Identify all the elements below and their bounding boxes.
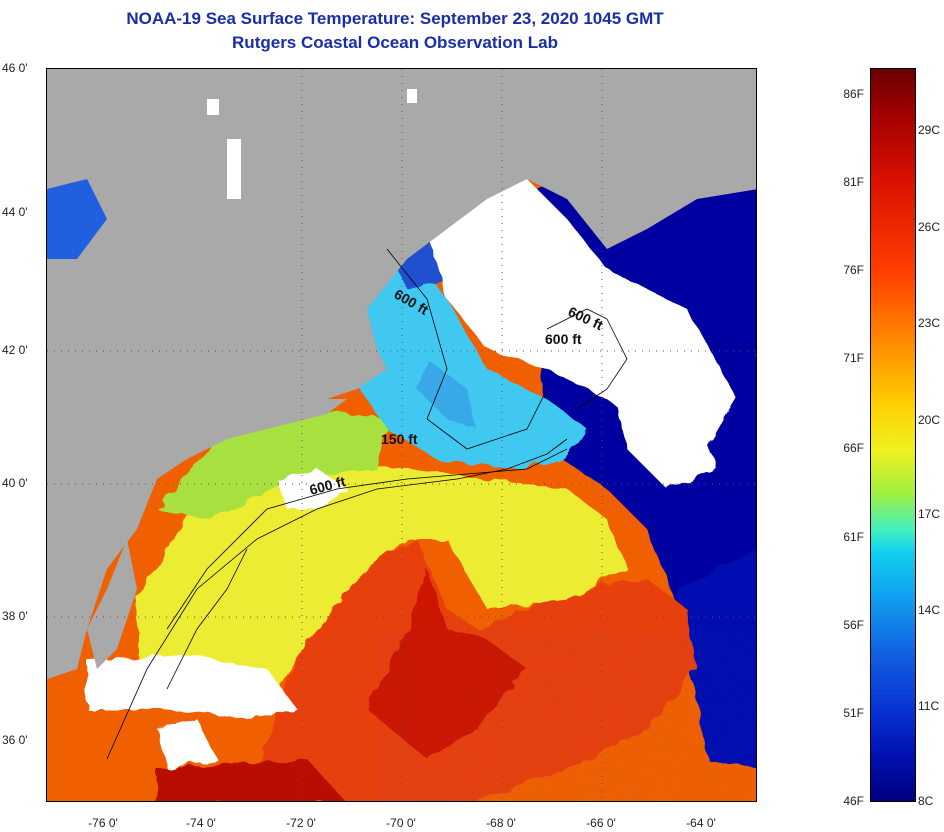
land-mainland: [47, 69, 756, 679]
colorbar-label-20c: 20C: [918, 413, 941, 427]
colorbar-label-17c: 17C: [918, 507, 941, 521]
sst-map: 600 ft 600 ft 600 ft 150 ft 600 ft: [46, 68, 757, 802]
contour-600ft-ne: [546, 308, 628, 410]
lat-label-44: 44 0': [2, 205, 28, 219]
cloud-patch-2: [157, 719, 217, 769]
colorbar-label-29c: 29C: [918, 123, 941, 137]
temperature-colorbar: [870, 68, 916, 802]
lon-label-72: -72 0': [286, 816, 316, 830]
cloud-patch-1: [277, 469, 347, 509]
colorbar-label-61f: 61F: [843, 530, 864, 544]
colorbar-label-8c: 8C: [918, 794, 934, 808]
colorbar-label-11c: 11C: [918, 699, 940, 713]
colorbar-label-81f: 81F: [843, 175, 864, 189]
contour-600ft-gom: [386, 248, 548, 450]
land-nova-scotia: [607, 99, 756, 199]
lon-label-74: -74 0': [186, 816, 216, 830]
cloud-speckle: [377, 629, 756, 801]
lon-label-64: -64 0': [686, 816, 716, 830]
contour-150ft: [166, 448, 568, 630]
contour-600ft-shelf: [106, 438, 568, 760]
cloud-gulf-of-maine: [417, 169, 737, 449]
colorbar-label-23c: 23C: [918, 316, 941, 330]
colorbar-label-66f: 66F: [843, 441, 864, 455]
warm-south: [157, 759, 346, 801]
gulf-of-maine-water: [347, 249, 587, 469]
colorbar-label-56f: 56F: [843, 618, 864, 632]
lake-2: [227, 139, 241, 199]
map-subtitle: Rutgers Coastal Ocean Observation Lab: [232, 33, 558, 52]
colorbar-label-26c: 26C: [918, 220, 941, 234]
georges-bank-water: [417, 359, 477, 429]
land-long-island: [247, 399, 347, 429]
depth-label-150ft: 150 ft: [381, 431, 418, 447]
lat-label-40: 40 0': [2, 476, 28, 490]
colorbar-label-76f: 76F: [843, 263, 864, 277]
colorbar-label-14c: 14C: [918, 603, 941, 617]
lat-label-36: 36 0': [2, 733, 28, 747]
shelf-water-green: [157, 409, 387, 519]
land-delmarva: [87, 539, 137, 669]
lon-label-76: -76 0': [88, 816, 118, 830]
lat-label-46: 46 0': [2, 61, 28, 75]
depth-label-ne-2: 600 ft: [545, 331, 582, 347]
lon-label-68: -68 0': [486, 816, 516, 830]
lon-label-70: -70 0': [386, 816, 416, 830]
colorbar-label-71f: 71F: [843, 351, 864, 365]
lake-1: [207, 99, 219, 115]
slope-water: [137, 459, 627, 699]
lake-3: [407, 89, 417, 103]
cloud-east: [607, 369, 717, 489]
contour-coast-inner: [166, 548, 248, 690]
colorbar-label-86f: 86F: [843, 87, 864, 101]
lat-label-38: 38 0': [2, 609, 28, 623]
lon-label-66: -66 0': [586, 816, 616, 830]
colorbar-label-51f: 51F: [843, 706, 864, 720]
colorbar-label-46f: 46F: [843, 794, 864, 808]
cloud-south-band: [87, 654, 297, 719]
sst-map-canvas: 600 ft 600 ft 600 ft 150 ft 600 ft: [47, 69, 756, 801]
inland-water-nw: [47, 179, 107, 259]
map-title: NOAA-19 Sea Surface Temperature: Septemb…: [126, 9, 664, 28]
lat-label-42: 42 0': [2, 343, 28, 357]
